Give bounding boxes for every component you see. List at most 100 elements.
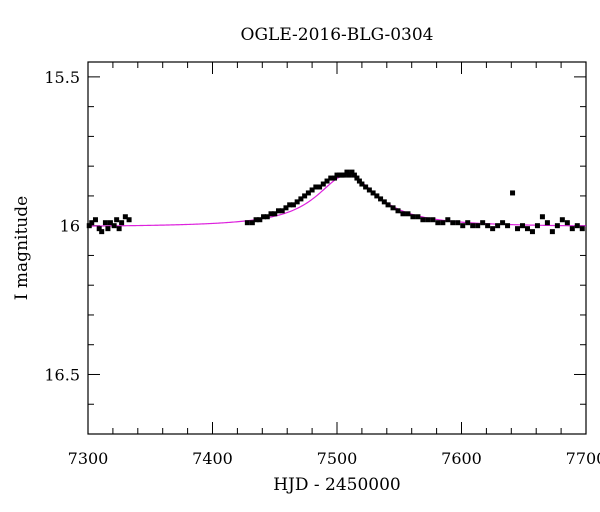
data-point [529,229,535,235]
data-point [385,202,391,208]
data-point [495,223,501,229]
plot-area [86,61,587,435]
x-tick-label: 7500 [317,449,358,468]
x-tick-label: 7700 [566,449,600,468]
data-point [450,220,456,226]
data-point [374,193,380,199]
y-axis-label: I magnitude [12,196,32,300]
data-point [264,214,270,220]
data-point [420,217,426,223]
data-point [356,178,362,184]
data-point [253,217,259,223]
data-point [559,217,565,223]
data-point [500,220,506,226]
data-point [574,223,580,229]
data-point [305,190,311,196]
data-point [111,223,117,229]
data-point [579,226,585,232]
data-point [351,172,357,178]
data-point [480,220,486,226]
y-tick-labels: 15.5 16 16.5 [44,68,80,385]
data-point [425,217,431,223]
data-point [524,226,530,232]
data-point [370,190,376,196]
y-tick-label: 15.5 [44,68,80,87]
data-point [359,181,365,187]
axis-ticks [87,62,587,435]
data-point [564,220,570,226]
data-point [294,199,300,205]
data-point [313,184,319,190]
data-point [534,223,540,229]
data-point [515,226,521,232]
data-point [569,226,575,232]
data-point [346,172,352,178]
data-point [475,223,481,229]
data-point [99,229,105,235]
data-point [279,208,285,214]
x-tick-label: 7400 [192,449,233,468]
data-point [107,220,113,226]
data-point [470,223,476,229]
data-point [257,217,263,223]
data-point [549,229,555,235]
data-point [510,190,516,196]
data-point [290,202,296,208]
chart-title: OGLE-2016-BLG-0304 [241,25,434,45]
data-point [89,220,95,226]
data-point [302,193,308,199]
model-curve [87,174,587,227]
data-point [92,217,98,223]
data-point [539,214,545,220]
data-point [287,202,293,208]
x-tick-label: 7300 [68,449,109,468]
data-point [554,223,560,229]
x-tick-label: 7600 [441,449,482,468]
data-points [86,169,585,235]
data-point [381,199,387,205]
data-point [520,223,526,229]
data-point [405,211,411,217]
data-point [395,208,401,214]
data-point [505,223,511,229]
data-point [328,175,334,181]
data-point [116,226,122,232]
data-point [105,226,111,232]
data-point [410,214,416,220]
data-point [114,217,120,223]
data-point [354,175,360,181]
data-point [268,211,274,217]
data-point [298,196,304,202]
data-point [261,214,267,220]
data-point [460,223,466,229]
y-tick-label: 16.5 [44,365,80,384]
data-point [430,217,436,223]
x-tick-labels: 7300 7400 7500 7600 7700 [68,449,600,468]
data-point [102,220,108,226]
data-point [317,184,323,190]
data-point [244,220,250,226]
data-point [363,184,369,190]
y-tick-label: 16 [60,217,80,236]
plot-frame [87,61,587,435]
data-point [544,220,550,226]
data-point [485,223,491,229]
data-point [320,181,326,187]
data-point [344,169,350,175]
data-point [378,196,384,202]
data-point [249,220,255,226]
data-point [332,175,338,181]
data-point [455,220,461,226]
x-axis-label: HJD - 2450000 [273,475,401,495]
data-point [324,178,330,184]
data-point [366,187,372,193]
data-point [122,214,128,220]
data-point [283,205,289,211]
data-point [445,217,451,223]
data-point [390,205,396,211]
data-point [435,220,441,226]
data-point [275,208,281,214]
data-point [349,169,355,175]
data-point [490,226,496,232]
